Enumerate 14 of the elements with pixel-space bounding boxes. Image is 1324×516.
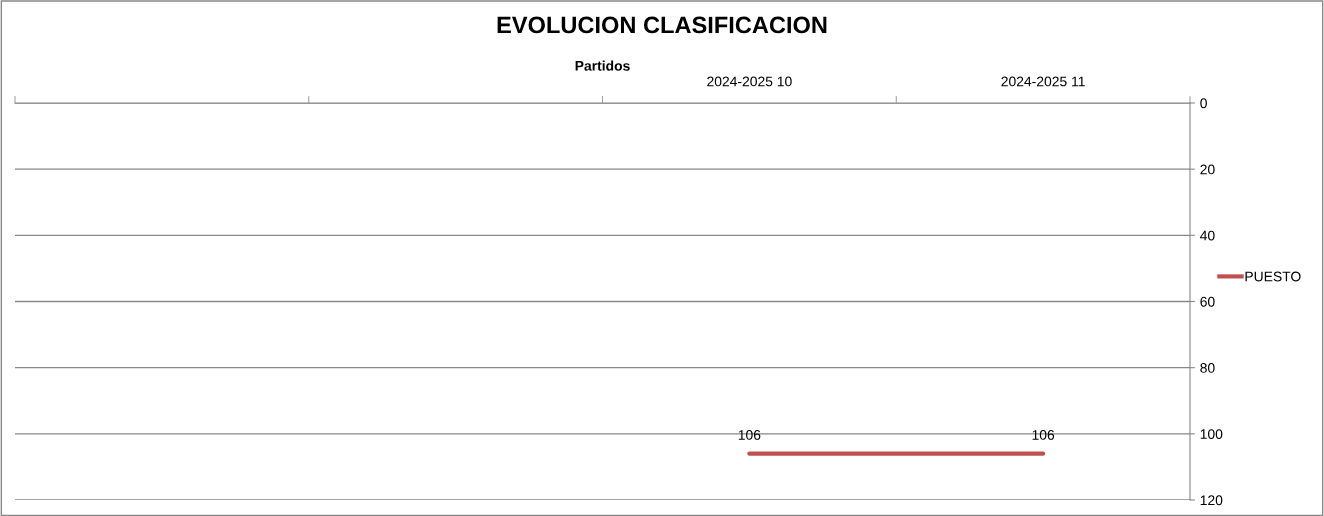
chart-title: EVOLUCION CLASIFICACION [497,16,827,34]
y-tick-label: 40 [1200,230,1215,241]
legend-label: PUESTO [1245,271,1301,282]
y-tick-label: 60 [1200,296,1215,307]
y-tick-label: 0 [1200,98,1207,109]
data-label: 106 [738,429,761,440]
data-label: 106 [1032,429,1055,440]
x-tick-label: 2024-2025 10 [707,76,792,87]
x-tick-label: 2024-2025 11 [1001,76,1085,87]
y-tick-label: 100 [1200,429,1223,439]
x-axis-title: Partidos [575,60,630,71]
y-tick-label: 120 [1200,495,1223,506]
y-tick-label: 80 [1200,363,1215,373]
y-tick-label: 20 [1200,164,1215,175]
